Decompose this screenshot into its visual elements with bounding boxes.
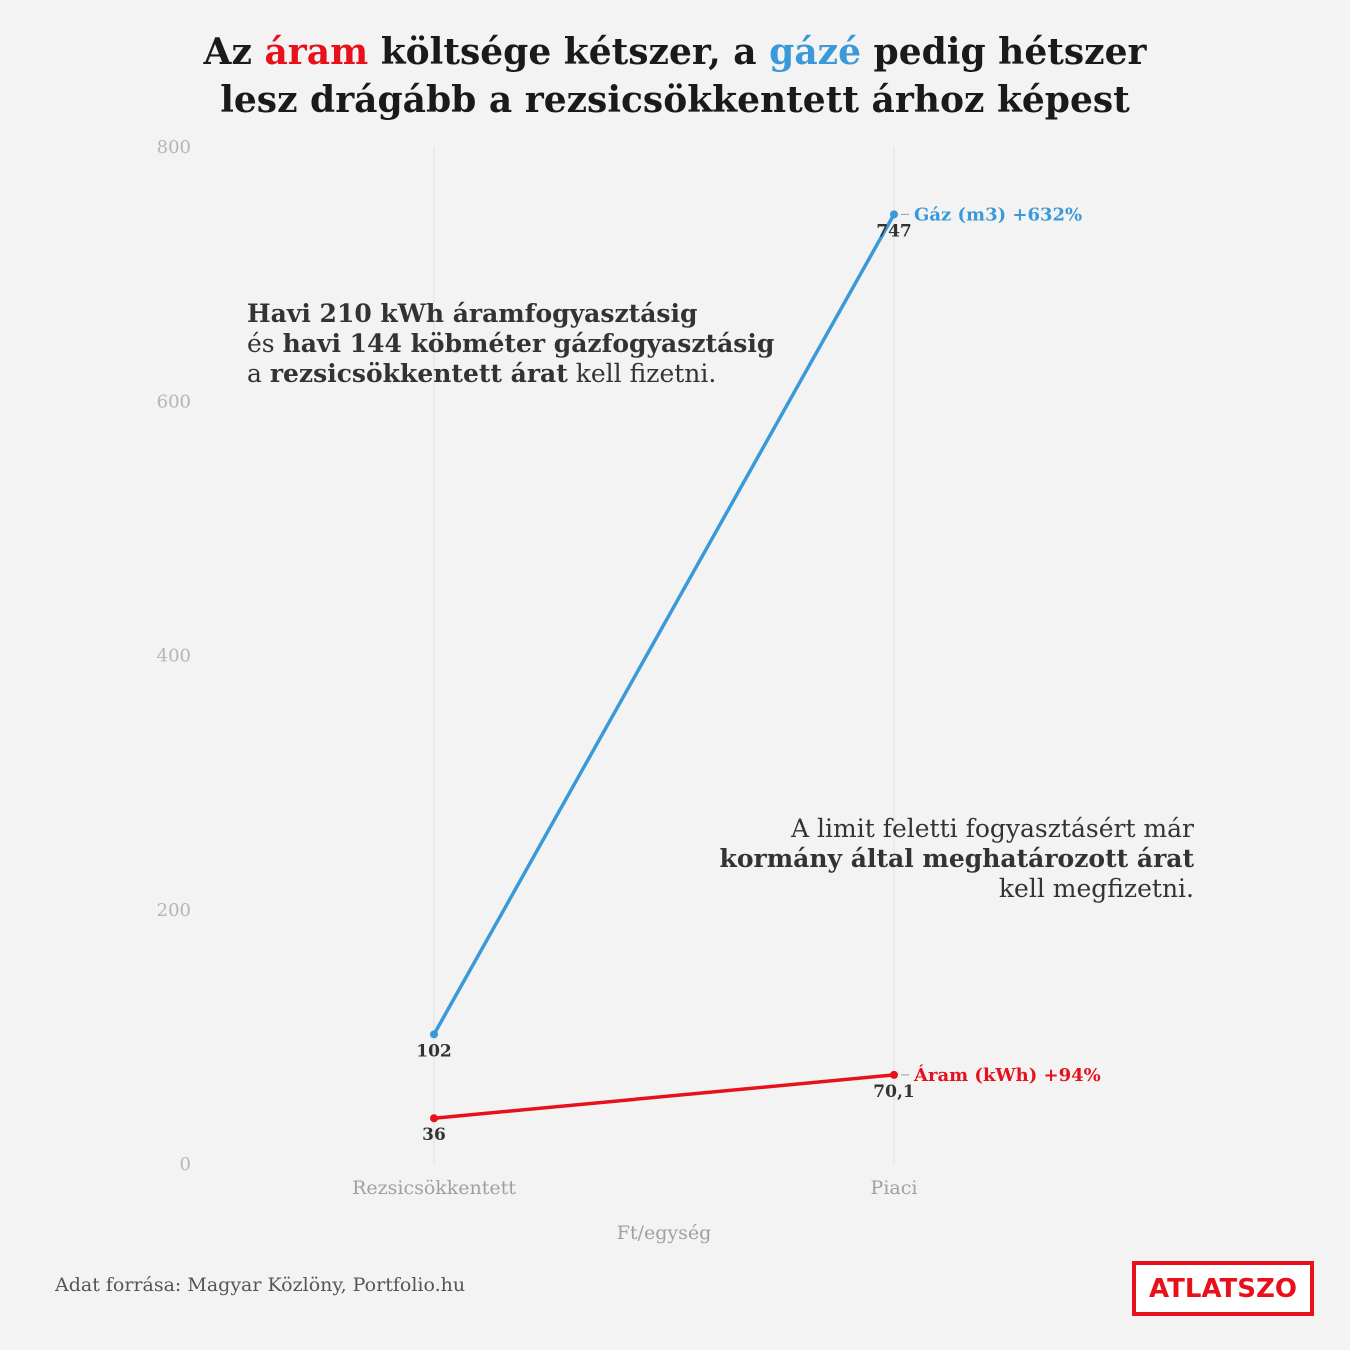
data-label: 102 [416, 1041, 452, 1061]
title-text: költsége kétszer, a [368, 31, 770, 73]
data-label: 70,1 [873, 1082, 914, 1102]
annotation-left-line-1: Havi 210 kWh áramfogyasztásig [247, 299, 698, 328]
annotation-left-text: kell fizetni. [567, 359, 717, 388]
title-highlight-aram: áram [264, 31, 369, 73]
data-point [890, 1070, 898, 1079]
annotation-right-bold: kormány által meghatározott árat [719, 844, 1194, 873]
annotation-left-bold: rezsicsökkentett árat [269, 359, 568, 388]
annotation-right-line-1: A limit feletti fogyasztásért már [791, 814, 1194, 843]
title-line-2: lesz drágább a rezsicsökkentett árhoz ké… [220, 79, 1130, 121]
series-end-label: Gáz (m3) +632% [914, 204, 1082, 225]
y-tick-label: 800 [157, 137, 191, 158]
atlatszo-logo: ATLATSZO [1132, 1261, 1314, 1316]
data-label: 747 [876, 221, 912, 241]
x-tick-label: Rezsicsökkentett [352, 1177, 516, 1199]
x-axis-label: Ft/egység [617, 1222, 712, 1244]
series-line-gaz [432, 213, 896, 1036]
data-label: 36 [422, 1125, 446, 1145]
series-end-label: Áram (kWh) +94% [913, 1063, 1101, 1086]
title-highlight-gaze: gázé [769, 31, 861, 73]
title-text: pedig hétszer [861, 31, 1147, 73]
y-tick-label: 200 [157, 900, 191, 921]
x-tick-label: Piaci [871, 1177, 918, 1199]
y-tick-label: 600 [157, 391, 191, 412]
chart-title: Az áram költsége kétszer, a gázé pedig h… [0, 28, 1350, 124]
title-line-1: Az áram költsége kétszer, a gázé pedig h… [0, 28, 1350, 76]
series-line-aram [433, 1073, 895, 1120]
annotation-left-text: a [247, 359, 270, 388]
annotation-right: A limit feletti fogyasztásért már kormán… [720, 814, 1194, 904]
data-point [430, 1114, 438, 1123]
source-note: Adat forrása: Magyar Közlöny, Portfolio.… [55, 1274, 466, 1296]
annotation-left-text: és [247, 329, 283, 358]
y-tick-label: 0 [180, 1154, 191, 1175]
annotation-right-line-3: kell megfizetni. [998, 874, 1194, 903]
annotation-left: Havi 210 kWh áramfogyasztásig és havi 14… [247, 299, 774, 389]
data-point [430, 1030, 438, 1039]
y-tick-label: 400 [157, 646, 191, 667]
title-text: Az [203, 31, 265, 73]
annotation-left-bold: havi 144 köbméter gázfogyasztásig [282, 329, 775, 358]
data-point [890, 210, 898, 219]
